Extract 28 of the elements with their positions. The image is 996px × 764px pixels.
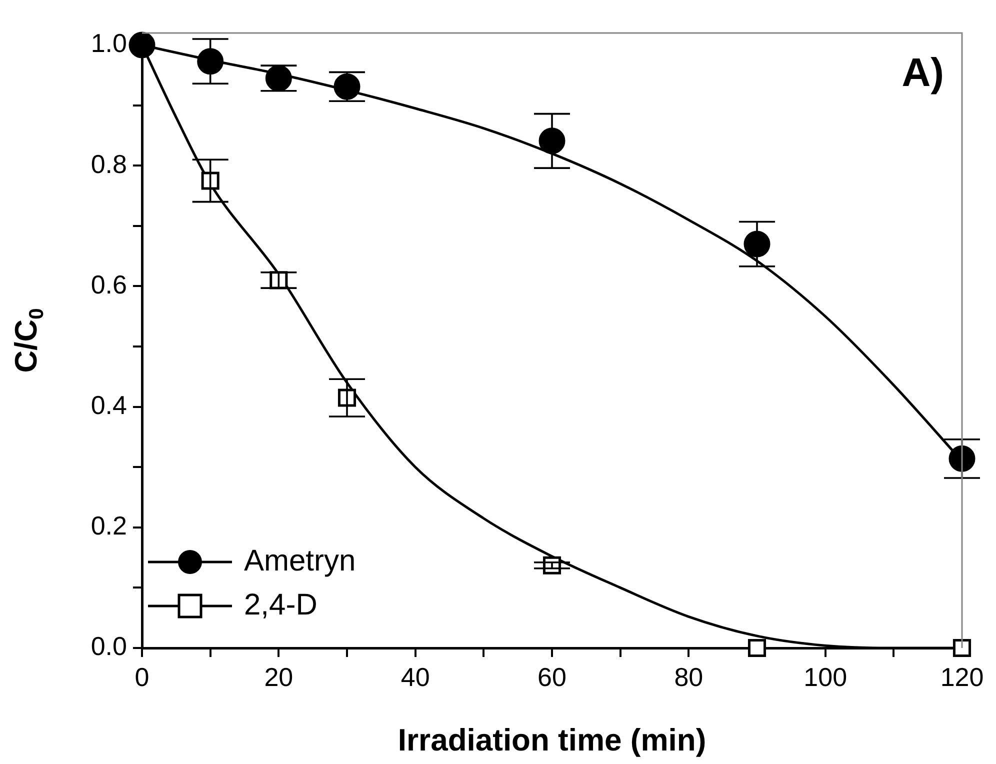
y-tick-label: 0.6 [90,269,127,300]
point [948,445,976,472]
x-tick-label: 0 [134,662,150,692]
point [201,172,220,190]
y-tick-label: 1.0 [90,28,127,58]
x-tick-label: 80 [674,662,704,692]
point [128,32,156,58]
point [197,48,224,75]
annotation: A) [902,51,944,96]
x-tick-label: 120 [940,662,984,692]
x-tick-label: 100 [804,662,848,692]
y-tick-label: 0.4 [90,390,127,420]
x-tick-label: 40 [400,662,430,692]
point [952,638,972,658]
y-tick-label: 0.0 [90,631,127,662]
point [748,638,766,658]
point [744,230,770,258]
x-tick-label: 20 [264,662,294,692]
point [334,73,360,100]
point [265,64,292,92]
x-tick-label: 60 [538,662,566,692]
x-axis-title: Irradiation time (min) [398,722,706,758]
y-tick-label: 0.2 [90,510,127,541]
y-tick-label: 0.8 [90,148,127,179]
legend-label: 2,4-D [244,588,318,622]
legend-label: Ametryn [244,544,356,578]
point [538,128,566,154]
y-axis-title: C/C0 [8,308,48,373]
